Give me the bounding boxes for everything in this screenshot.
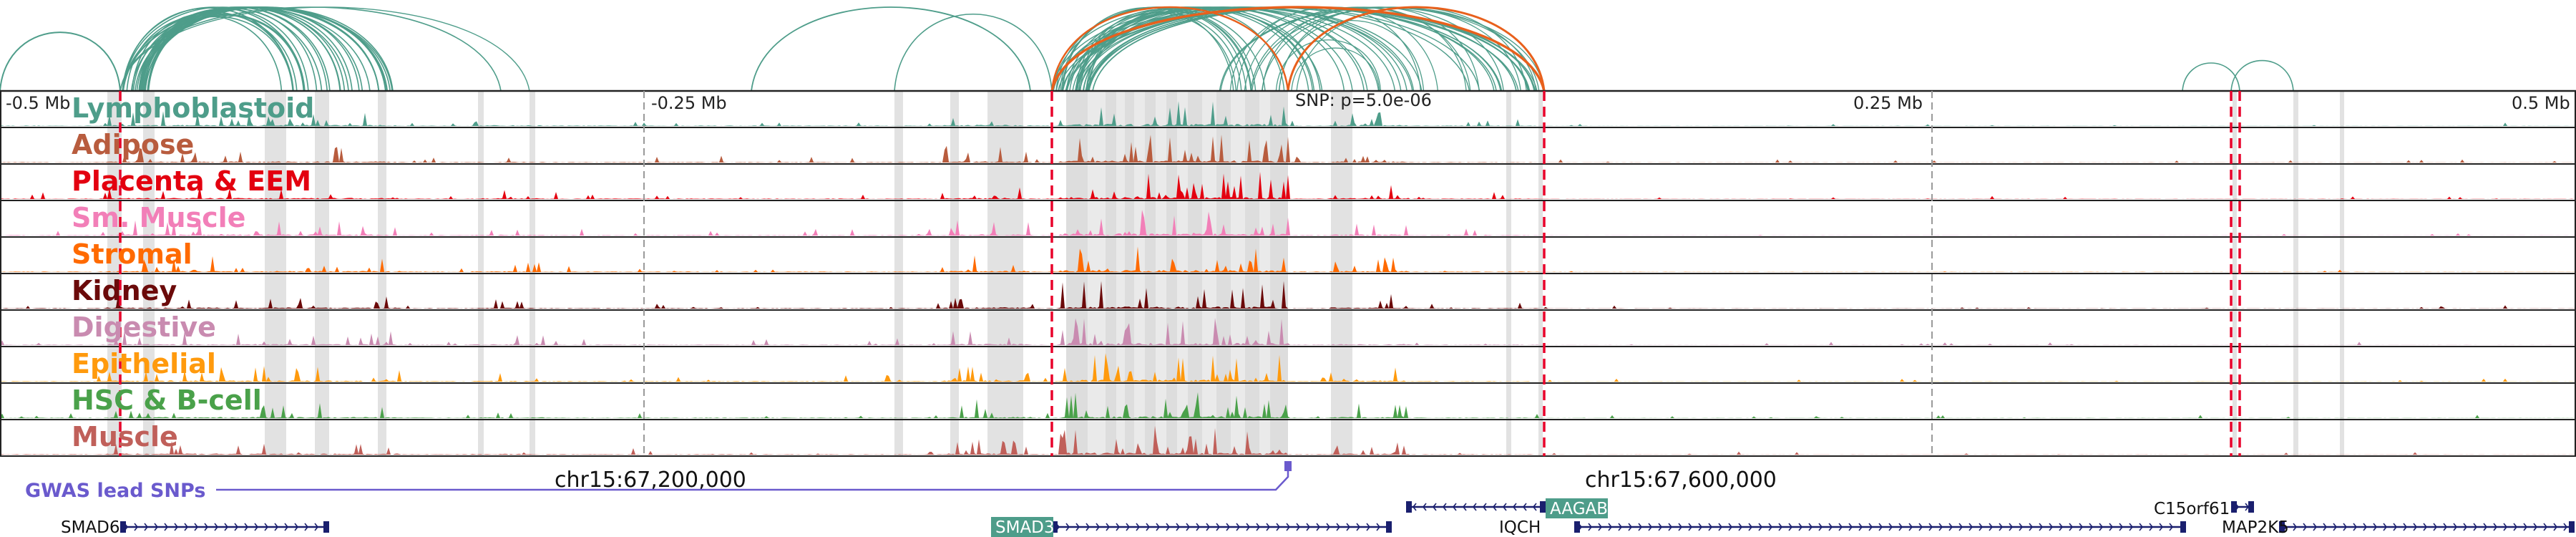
interaction-arc [894, 14, 1053, 92]
interaction-arc [2182, 62, 2240, 92]
track-signal [0, 210, 2576, 236]
interaction-arc [1050, 6, 1289, 92]
gene-label: SMAD3 [995, 518, 1055, 537]
gene-c15orf61[interactable]: C15orf61 [2154, 500, 2254, 518]
track-label-digestive: Digestive [72, 311, 216, 343]
interaction-arc [1261, 6, 1521, 92]
interaction-arc [139, 8, 309, 92]
gene-label-box [991, 517, 1053, 537]
gene-label: C15orf61 [2154, 500, 2230, 518]
gene-map2k5[interactable]: MAP2K5 [2222, 518, 2575, 537]
scale-label-minus-0-25: -0.25 Mb [651, 93, 727, 113]
coord-label-67200000: chr15:67,200,000 [555, 468, 746, 493]
gene-iqch[interactable]: IQCH [1499, 518, 2186, 537]
interaction-arc [1275, 39, 1382, 92]
gene-label: AAGAB [1550, 500, 1608, 518]
gene-label: MAP2K5 [2222, 518, 2289, 537]
signal-tracks [0, 90, 2576, 457]
gwas-track: GWAS lead SNPs [25, 461, 1292, 502]
track-label-epithelial: Epithelial [72, 348, 216, 379]
gene-aagab[interactable]: AAGAB [1406, 498, 1608, 518]
gwas-lead-snps-label: GWAS lead SNPs [25, 480, 205, 502]
coord-label-67600000: chr15:67,600,000 [1585, 468, 1777, 493]
genomic-coordinates: chr15:67,200,000 chr15:67,600,000 [555, 468, 1777, 493]
track-signal [0, 135, 2576, 163]
track-label-adipose: Adipose [72, 129, 194, 160]
track-signal [0, 171, 2576, 199]
scale-label-plus-0-5: 0.5 Mb [2512, 93, 2570, 113]
snp-pvalue-label: SNP: p=5.0e-06 [1295, 90, 1432, 110]
gwas-leader-line [216, 467, 1289, 491]
interaction-arc [138, 13, 298, 92]
interaction-arc [147, 14, 306, 92]
interaction-arc [1055, 6, 1413, 92]
interaction-arcs [0, 6, 2294, 92]
interaction-arc [2230, 59, 2294, 92]
scale-label-plus-0-25: 0.25 Mb [1853, 93, 1923, 113]
track-label-lymphoblastoid: Lymphoblastoid [72, 92, 314, 124]
gene-smad3[interactable]: SMAD3 [991, 517, 1392, 537]
interaction-arc [1279, 19, 1425, 92]
interaction-arc [119, 6, 530, 92]
interaction-arc [1287, 6, 1546, 92]
gwas-snp-marker [1284, 461, 1292, 471]
track-label-muscle: Muscle [72, 421, 178, 453]
gene-label: IQCH [1499, 518, 1541, 537]
track-labels: Lymphoblastoid Adipose Placenta & EEM Sm… [72, 92, 314, 453]
gene-label-box [1546, 498, 1608, 518]
dashed-markers [119, 91, 2241, 456]
interaction-arc [122, 6, 323, 92]
interaction-arc [0, 32, 121, 92]
track-label-placenta: Placenta & EEM [72, 165, 311, 197]
interaction-arc [751, 6, 1031, 92]
interaction-arc [1076, 6, 1315, 92]
track-label-kidney: Kidney [72, 275, 177, 306]
interaction-arc [1291, 47, 1380, 92]
track-label-sm-muscle: Sm. Muscle [72, 202, 245, 233]
track-label-stromal: Stromal [72, 238, 192, 270]
scale-bar: -0.5 Mb -0.25 Mb SNP: p=5.0e-06 0.25 Mb … [6, 90, 2570, 456]
gene-smad6[interactable]: SMAD6 [61, 518, 329, 537]
scale-label-minus-0-5: -0.5 Mb [6, 93, 70, 113]
gene-label: SMAD6 [61, 518, 120, 537]
interaction-arc [1050, 6, 1546, 92]
track-label-hsc-b-cell: HSC & B-cell [72, 384, 262, 416]
